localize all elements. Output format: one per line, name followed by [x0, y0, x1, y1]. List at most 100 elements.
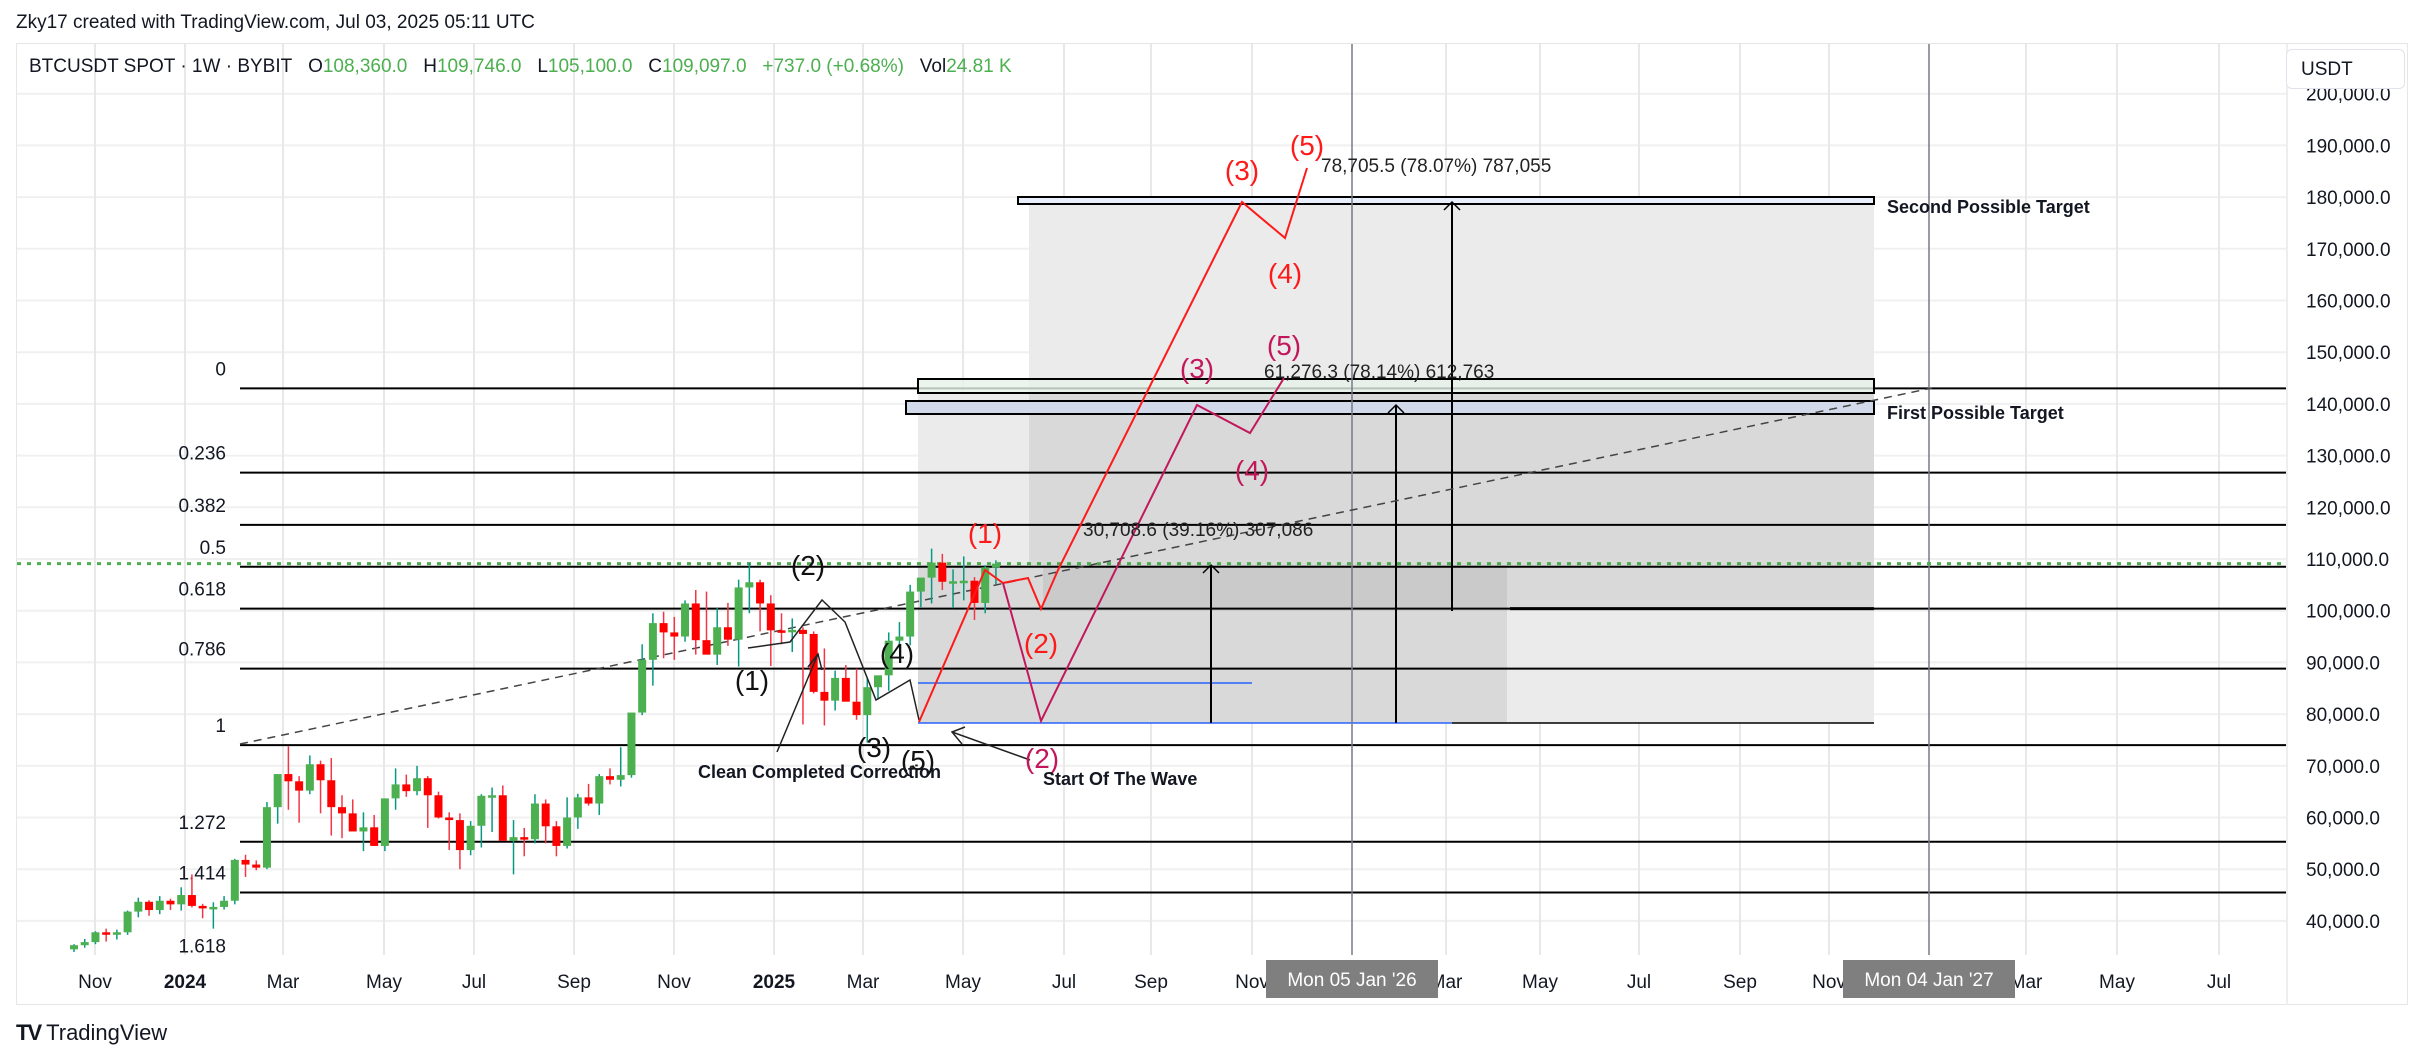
- candle-body[interactable]: [177, 895, 186, 905]
- candle-body[interactable]: [488, 795, 497, 798]
- candle-body[interactable]: [659, 623, 668, 633]
- candle-body[interactable]: [198, 905, 207, 909]
- symbol-name[interactable]: BTCUSDT SPOT · 1W · BYBIT: [29, 56, 293, 77]
- candle-body[interactable]: [831, 677, 840, 701]
- candle-body[interactable]: [509, 837, 518, 841]
- candle-body[interactable]: [134, 901, 143, 912]
- candle-body[interactable]: [595, 776, 604, 804]
- candle-body[interactable]: [563, 817, 572, 846]
- projected-wave-red[interactable]: [918, 167, 1308, 723]
- candle-body[interactable]: [573, 797, 582, 818]
- second-target-box[interactable]: [1017, 196, 1875, 205]
- candle-body[interactable]: [734, 587, 743, 640]
- candle-body[interactable]: [927, 562, 936, 578]
- candle-body[interactable]: [777, 630, 786, 633]
- candle-body[interactable]: [327, 780, 336, 808]
- candle-body[interactable]: [145, 901, 154, 911]
- time-axis-label: 2025: [753, 972, 796, 993]
- candle-body[interactable]: [80, 942, 89, 946]
- wave-label-red: (3): [1225, 155, 1259, 186]
- candle-body[interactable]: [166, 900, 175, 905]
- candle-body[interactable]: [638, 659, 647, 713]
- candle-body[interactable]: [541, 803, 550, 827]
- candle-body[interactable]: [252, 864, 261, 868]
- candle-body[interactable]: [295, 781, 304, 791]
- candle-body[interactable]: [273, 774, 282, 808]
- first-target-lower-box[interactable]: [905, 400, 1875, 415]
- candle-body[interactable]: [681, 603, 690, 637]
- candle-body[interactable]: [723, 627, 732, 640]
- candle-body[interactable]: [220, 900, 229, 907]
- candle-body[interactable]: [70, 945, 78, 950]
- candle-body[interactable]: [338, 807, 346, 814]
- candle-body[interactable]: [380, 798, 389, 846]
- candle-body[interactable]: [91, 932, 100, 943]
- candle-body[interactable]: [348, 813, 357, 832]
- candle-body[interactable]: [391, 784, 400, 799]
- candle-body[interactable]: [477, 795, 486, 826]
- candle-body[interactable]: [627, 712, 636, 776]
- candle-body[interactable]: [584, 797, 593, 804]
- candle-body[interactable]: [906, 591, 915, 637]
- candle-body[interactable]: [262, 807, 271, 868]
- candle-body[interactable]: [884, 640, 893, 676]
- candle-body[interactable]: [713, 627, 722, 655]
- candle-body[interactable]: [359, 827, 368, 832]
- candle-body[interactable]: [445, 817, 454, 821]
- candle-body[interactable]: [413, 778, 422, 792]
- candle-body[interactable]: [841, 677, 850, 702]
- candle-body[interactable]: [820, 691, 829, 701]
- candle-body[interactable]: [648, 623, 657, 660]
- candle-body[interactable]: [498, 795, 507, 841]
- candle-body[interactable]: [187, 895, 196, 906]
- candle-body[interactable]: [981, 567, 990, 603]
- candle-body[interactable]: [798, 629, 807, 634]
- candle-body[interactable]: [123, 911, 132, 933]
- candle-body[interactable]: [691, 603, 700, 641]
- candle-body[interactable]: [916, 577, 925, 592]
- candle-body[interactable]: [209, 906, 218, 910]
- candle-body[interactable]: [852, 701, 861, 716]
- price-axis-label: 200,000.0: [2306, 85, 2391, 106]
- first-target-upper-box[interactable]: [917, 378, 1875, 394]
- candle-body[interactable]: [102, 932, 111, 935]
- candle-body[interactable]: [863, 687, 872, 716]
- candle-body[interactable]: [284, 774, 293, 782]
- candle-body[interactable]: [756, 582, 765, 604]
- candle-body[interactable]: [938, 562, 947, 582]
- candle-body[interactable]: [402, 784, 411, 792]
- candle-body[interactable]: [241, 859, 250, 865]
- candle-body[interactable]: [959, 580, 968, 584]
- candle-body[interactable]: [466, 825, 475, 851]
- candle-body[interactable]: [112, 932, 121, 935]
- candle-body[interactable]: [305, 764, 314, 791]
- candle-body[interactable]: [520, 837, 529, 840]
- arrow-head-icon: [807, 652, 823, 671]
- candle-body[interactable]: [745, 582, 754, 588]
- candle-body[interactable]: [766, 603, 775, 631]
- candle-body[interactable]: [155, 900, 164, 911]
- correction-wave-path[interactable]: [747, 598, 920, 721]
- candle-body[interactable]: [895, 636, 904, 641]
- candle-body[interactable]: [670, 632, 679, 637]
- candle-body[interactable]: [370, 827, 379, 846]
- currency-button[interactable]: USDT: [2286, 49, 2405, 89]
- candle-body[interactable]: [230, 859, 239, 901]
- candle-body[interactable]: [788, 629, 797, 633]
- projected-wave-pink[interactable]: [1002, 377, 1285, 724]
- candle-body[interactable]: [316, 764, 325, 781]
- candle-body[interactable]: [949, 581, 958, 584]
- chart-frame[interactable]: [16, 43, 2408, 1005]
- candle-body[interactable]: [702, 640, 711, 655]
- candle-body[interactable]: [423, 778, 432, 796]
- candle-body[interactable]: [991, 563, 1000, 568]
- candle-body[interactable]: [434, 795, 443, 818]
- candle-body[interactable]: [874, 675, 882, 688]
- candle-body[interactable]: [455, 820, 464, 851]
- candle-body[interactable]: [552, 826, 561, 846]
- candle-body[interactable]: [606, 776, 614, 780]
- candle-body[interactable]: [530, 803, 539, 840]
- time-axis-label: May: [1522, 972, 1558, 993]
- candle-body[interactable]: [616, 775, 625, 780]
